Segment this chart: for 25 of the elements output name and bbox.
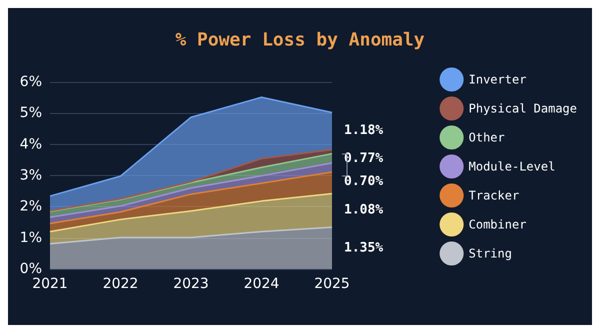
legend-label: Physical Damage xyxy=(468,102,578,116)
y-tick-label: 2% xyxy=(20,198,42,215)
x-tick-label: 2021 xyxy=(32,276,68,292)
x-tick-label: 2024 xyxy=(244,276,280,292)
annotation: 1.18% xyxy=(344,122,384,138)
y-tick-label: 1% xyxy=(20,230,42,246)
annotation: 1.08% xyxy=(344,202,384,218)
annotation: 1.35% xyxy=(344,240,384,256)
legend-label: Other xyxy=(468,130,505,144)
annotation: 0.77% xyxy=(344,150,384,166)
y-tick-label: 6% xyxy=(20,74,42,90)
y-tick-label: 4% xyxy=(20,136,42,152)
legend-label: Module-Level xyxy=(468,160,556,174)
y-tick-label: 0% xyxy=(20,261,42,277)
legend-label: Tracker xyxy=(468,188,520,202)
y-tick-label: 5% xyxy=(20,105,42,122)
legend-label: Inverter xyxy=(468,72,526,86)
legend-label: Combiner xyxy=(468,218,526,232)
chart-title: % Power Loss by Anomaly xyxy=(175,30,425,50)
x-tick-label: 2025 xyxy=(314,276,350,292)
x-tick-label: 2023 xyxy=(173,276,209,292)
y-tick-label: 3% xyxy=(20,168,42,184)
legend-label: String xyxy=(468,246,512,260)
annotation: 0.70% xyxy=(344,174,384,190)
x-tick-label: 2022 xyxy=(102,276,138,292)
